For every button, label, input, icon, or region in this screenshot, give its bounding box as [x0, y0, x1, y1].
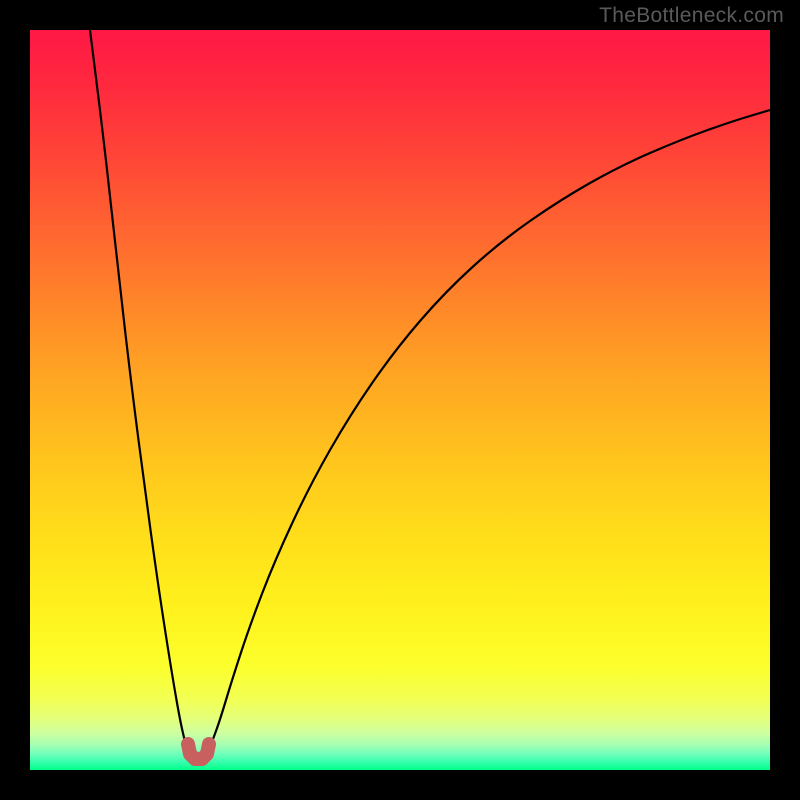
valley-marker [188, 744, 209, 759]
curve-layer [30, 30, 770, 770]
curve-left-branch [90, 30, 188, 752]
curve-right-branch [208, 110, 770, 752]
plot-area [30, 30, 770, 770]
watermark-text: TheBottleneck.com [599, 4, 784, 28]
chart-container: TheBottleneck.com [0, 0, 800, 800]
